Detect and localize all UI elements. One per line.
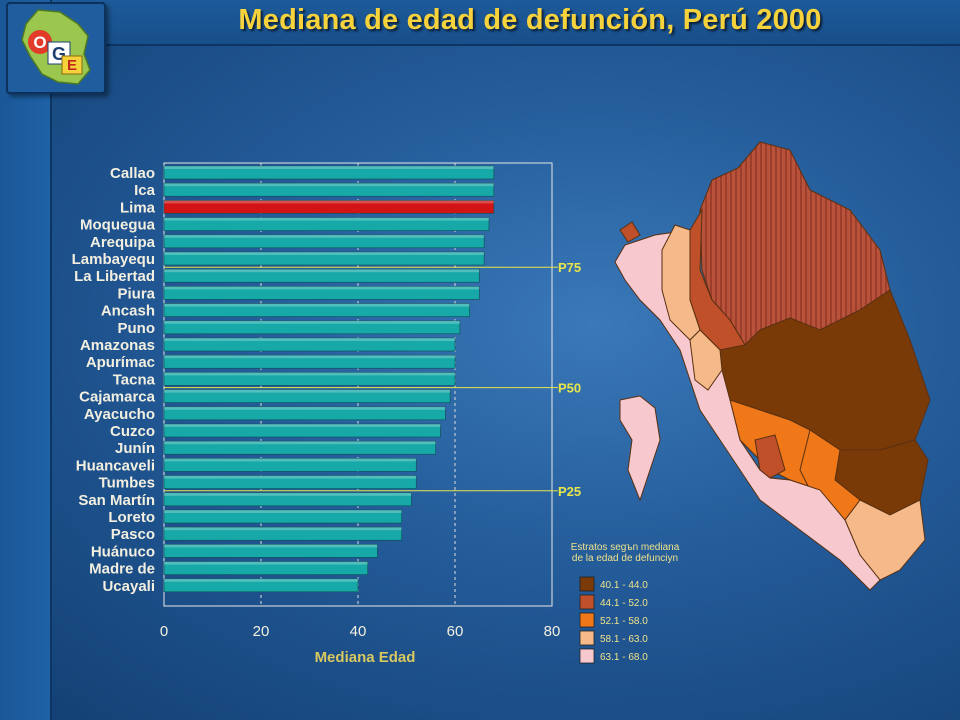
bar-highlight-15 xyxy=(164,424,441,427)
category-label: Ucayali xyxy=(102,578,155,595)
bar-highlight-22 xyxy=(164,544,378,548)
category-label: Moquegua xyxy=(80,217,156,234)
bar-highlight-11 xyxy=(164,355,455,359)
bar-highlight-0 xyxy=(164,166,494,169)
bar-highlight-16 xyxy=(164,441,436,445)
bar-0 xyxy=(163,165,495,180)
category-label: Tacna xyxy=(113,371,156,388)
bar-23 xyxy=(163,561,368,575)
category-label: Puno xyxy=(118,320,156,337)
map-legend: Estratos segъn mediana de la edad de def… xyxy=(560,542,690,564)
bar-20 xyxy=(163,509,402,524)
bar-15 xyxy=(163,423,441,438)
bar-21 xyxy=(163,526,402,541)
bar-14 xyxy=(163,406,446,421)
category-label: Lima xyxy=(120,199,156,216)
bar-11 xyxy=(163,354,456,369)
category-label: Cajamarca xyxy=(79,389,156,406)
percentile-label: P50 xyxy=(558,381,581,396)
category-label: Tumbes xyxy=(99,475,155,492)
category-label: Huánuco xyxy=(91,543,155,560)
legend-title-line1: Estratos segъn mediana xyxy=(570,542,680,553)
bar-5 xyxy=(163,251,485,266)
bar-highlight-3 xyxy=(164,217,489,221)
bar-highlight-8 xyxy=(164,303,470,307)
percentile-label: P25 xyxy=(558,484,581,499)
bar-highlight-4 xyxy=(164,234,485,238)
x-axis-title: Mediana Edad xyxy=(315,649,416,666)
left-bar xyxy=(0,0,52,720)
category-label: Huancaveli xyxy=(76,457,155,474)
category-label: Ayacucho xyxy=(84,406,155,423)
bar-22 xyxy=(163,544,378,558)
bar-highlight-9 xyxy=(164,320,460,324)
oge-logo: O G E xyxy=(6,2,106,94)
bar-highlight-14 xyxy=(164,406,446,410)
bar-17 xyxy=(163,458,417,472)
category-label: Lambayequ xyxy=(72,251,155,268)
category-label: Ancash xyxy=(101,303,155,320)
bar-2 xyxy=(163,200,495,214)
bar-10 xyxy=(163,337,456,352)
category-label: Arequipa xyxy=(90,234,156,251)
percentile-label: P75 xyxy=(558,260,581,275)
bar-7 xyxy=(163,286,480,300)
bar-16 xyxy=(163,440,436,455)
bar-19 xyxy=(163,492,412,507)
bar-9 xyxy=(163,320,461,335)
category-label: San Martín xyxy=(78,492,155,509)
logo-letter-e: E xyxy=(67,57,77,74)
bar-18 xyxy=(163,475,417,489)
category-label: Cuzco xyxy=(110,423,155,440)
category-label: Loreto xyxy=(108,509,155,526)
bar-highlight-5 xyxy=(164,252,485,255)
category-label: Callao xyxy=(110,165,155,182)
x-tick-label: 0 xyxy=(160,623,168,640)
category-label: Pasco xyxy=(111,526,155,543)
category-label: Piura xyxy=(117,285,155,302)
bar-highlight-7 xyxy=(164,286,480,290)
bar-highlight-6 xyxy=(164,269,480,273)
bar-8 xyxy=(163,303,470,317)
bar-4 xyxy=(163,234,485,249)
x-tick-label: 40 xyxy=(350,623,367,640)
bar-highlight-1 xyxy=(164,183,494,187)
category-label: Apurímac xyxy=(86,354,155,371)
legend-title-line2: de la edad de defunciуn xyxy=(571,553,679,564)
bar-12 xyxy=(163,372,456,386)
x-tick-label: 80 xyxy=(544,623,561,640)
category-label: Ica xyxy=(134,182,156,199)
x-tick-label: 20 xyxy=(253,623,270,640)
bar-highlight-10 xyxy=(164,338,455,341)
category-label: La Libertad xyxy=(74,268,155,285)
bar-13 xyxy=(163,389,451,403)
bar-highlight-17 xyxy=(164,458,417,462)
bar-1 xyxy=(163,182,495,197)
x-tick-label: 60 xyxy=(447,623,464,640)
category-label: Amazonas xyxy=(80,337,155,354)
logo-letter-o: O xyxy=(33,33,46,52)
bar-highlight-20 xyxy=(164,510,402,513)
bar-highlight-2 xyxy=(164,200,494,204)
bar-highlight-13 xyxy=(164,389,451,393)
bar-3 xyxy=(163,217,490,231)
bar-highlight-21 xyxy=(164,527,402,531)
bar-highlight-24 xyxy=(164,578,358,582)
bar-6 xyxy=(163,268,480,283)
bar-highlight-23 xyxy=(164,561,368,565)
bar-highlight-18 xyxy=(164,475,417,479)
bar-24 xyxy=(163,578,359,593)
category-label: Madre de xyxy=(89,561,155,578)
bar-highlight-19 xyxy=(164,492,412,496)
page-title: Mediana de edad de defunción, Perú 2000 xyxy=(238,4,822,36)
top-bar xyxy=(0,0,960,46)
category-label: Junín xyxy=(115,440,155,457)
bar-highlight-12 xyxy=(164,372,455,376)
